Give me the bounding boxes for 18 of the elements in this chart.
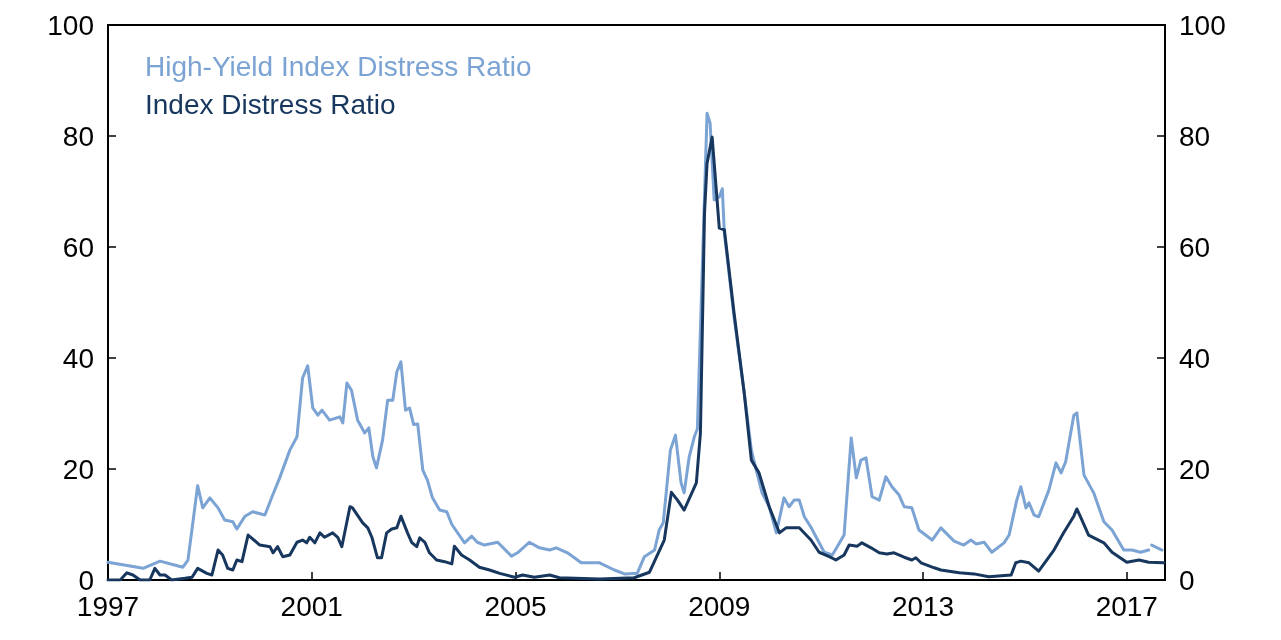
text: High-Yield Index Distress Ratio [145, 50, 532, 82]
y2-tick-label: 0 [1179, 564, 1195, 596]
x-tick-label: 2001 [280, 590, 343, 622]
y-tick-label: 40 [62, 342, 94, 374]
y2-tick-label: 80 [1179, 120, 1211, 152]
y-tick-label: 80 [62, 120, 94, 152]
x-tick-label: 2009 [688, 590, 751, 622]
y-tick-label: 100 [47, 9, 94, 41]
y2-tick-label: 40 [1179, 342, 1211, 374]
x-tick-label: 2013 [891, 590, 955, 622]
y-tick-label: 20 [62, 453, 94, 485]
y-tick-label: 60 [62, 231, 94, 263]
x-tick-label: 2005 [484, 590, 547, 622]
text: Index Distress Ratio [145, 88, 396, 120]
x-tick-label: 2017 [1095, 590, 1158, 622]
y2-tick-label: 60 [1179, 231, 1211, 263]
y2-tick-label: 20 [1179, 453, 1211, 485]
y2-tick-label: 100 [1179, 9, 1226, 41]
